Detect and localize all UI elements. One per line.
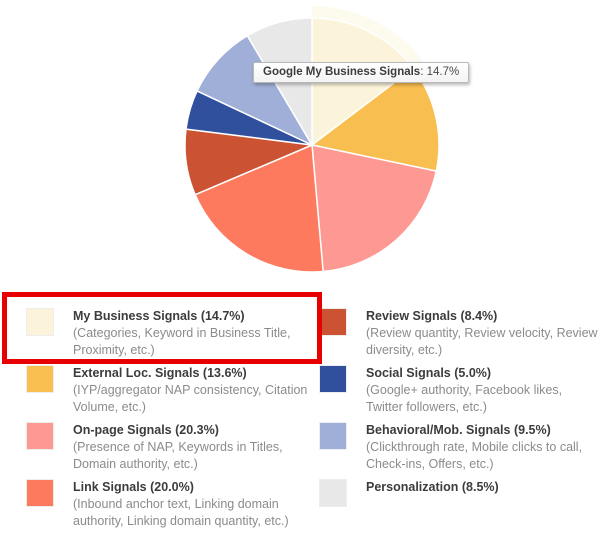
legend-item-external-loc-signals: External Loc. Signals (13.6%) (IYP/aggre… bbox=[27, 365, 317, 416]
legend-desc: (Presence of NAP, Keywords in Titles, Do… bbox=[73, 440, 283, 471]
pie-slice-behavioral-mob-signals[interactable] bbox=[196, 34, 313, 146]
legend-swatch-review-signals bbox=[320, 309, 346, 335]
legend-title: Personalization (8.5%) bbox=[366, 480, 499, 494]
legend-desc: (IYP/aggregator NAP consistency, Citatio… bbox=[73, 383, 308, 414]
legend-title: Review Signals (8.4%) bbox=[366, 309, 498, 323]
legend-item-my-business-signals: My Business Signals (14.7%) (Categories,… bbox=[27, 308, 317, 359]
legend-swatch-link-signals bbox=[27, 480, 53, 506]
pie-chart bbox=[184, 6, 440, 273]
legend-item-review-signals: Review Signals (8.4%) (Review quantity, … bbox=[320, 308, 600, 359]
legend-column-right: Review Signals (8.4%) (Review quantity, … bbox=[320, 308, 600, 536]
legend-desc: (Clickthrough rate, Mobile clicks to cal… bbox=[366, 440, 583, 471]
legend-title: Link Signals (20.0%) bbox=[73, 480, 194, 494]
legend-column-left: My Business Signals (14.7%) (Categories,… bbox=[27, 308, 317, 536]
slice-tooltip: Google My Business Signals: 14.7% bbox=[253, 62, 470, 83]
legend-item-behavioral-mob-signals: Behavioral/Mob. Signals (9.5%) (Clickthr… bbox=[320, 422, 600, 473]
legend-swatch-external-loc-signals bbox=[27, 366, 53, 392]
legend-title: Social Signals (5.0%) bbox=[366, 366, 492, 380]
legend-swatch-my-business-signals bbox=[27, 309, 53, 335]
legend-swatch-on-page-signals bbox=[27, 423, 53, 449]
tooltip-label: Google My Business Signals bbox=[263, 66, 421, 78]
legend-title: Behavioral/Mob. Signals (9.5%) bbox=[366, 423, 551, 437]
legend-desc: (Inbound anchor text, Linking domain aut… bbox=[73, 497, 289, 528]
legend-swatch-social-signals bbox=[320, 366, 346, 392]
legend-swatch-personalization bbox=[320, 480, 346, 506]
legend-desc: (Google+ authority, Facebook likes, Twit… bbox=[366, 383, 563, 414]
legend-swatch-behavioral-mob-signals bbox=[320, 423, 346, 449]
legend-item-on-page-signals: On-page Signals (20.3%) (Presence of NAP… bbox=[27, 422, 317, 473]
tooltip-value: 14.7% bbox=[426, 66, 460, 78]
legend-desc: (Review quantity, Review velocity, Revie… bbox=[366, 326, 598, 357]
legend-title: External Loc. Signals (13.6%) bbox=[73, 366, 247, 380]
pie-slice-link-signals[interactable] bbox=[194, 144, 324, 273]
legend-item-personalization: Personalization (8.5%) bbox=[320, 479, 600, 530]
tooltip-separator: : bbox=[420, 66, 427, 78]
legend-title: My Business Signals (14.7%) bbox=[73, 309, 245, 323]
legend-title: On-page Signals (20.3%) bbox=[73, 423, 219, 437]
legend-item-social-signals: Social Signals (5.0%) (Google+ authority… bbox=[320, 365, 600, 416]
pie-slice-on-page-signals[interactable] bbox=[311, 144, 438, 273]
legend-desc: (Categories, Keyword in Business Title, … bbox=[73, 326, 291, 357]
legend-item-link-signals: Link Signals (20.0%) (Inbound anchor tex… bbox=[27, 479, 317, 530]
